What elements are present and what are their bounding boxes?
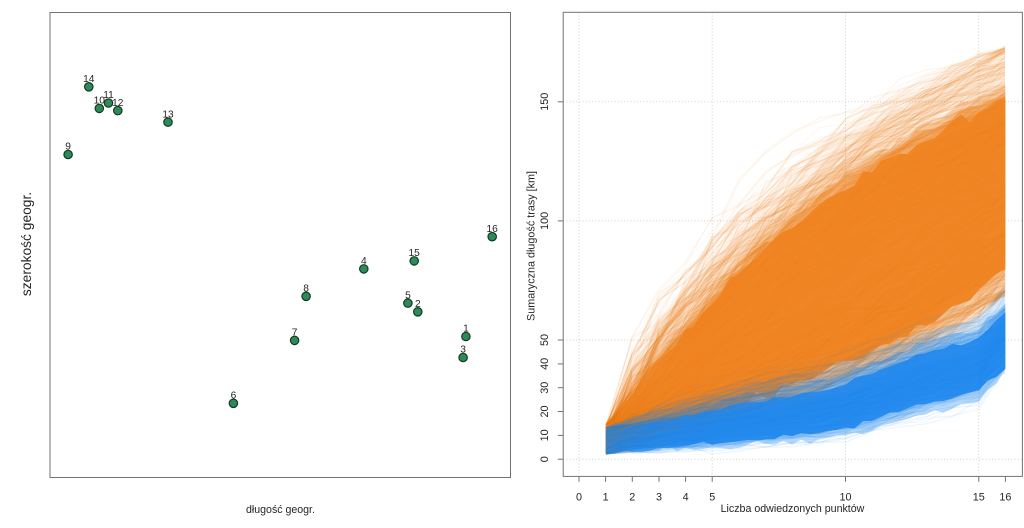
svg-text:3: 3	[460, 345, 466, 356]
svg-text:15: 15	[973, 491, 985, 503]
svg-text:10: 10	[839, 491, 851, 503]
svg-text:40: 40	[539, 358, 551, 370]
svg-text:10: 10	[539, 429, 551, 441]
svg-text:50: 50	[539, 334, 551, 346]
svg-text:1: 1	[463, 324, 469, 335]
svg-text:5: 5	[709, 491, 715, 503]
svg-text:12: 12	[112, 98, 124, 109]
svg-text:9: 9	[65, 142, 71, 153]
svg-text:150: 150	[539, 93, 551, 111]
svg-text:szerokość geogr.: szerokość geogr.	[19, 192, 34, 296]
svg-text:Sumaryczna długość trasy [km]: Sumaryczna długość trasy [km]	[526, 171, 538, 321]
svg-text:16: 16	[999, 491, 1011, 503]
svg-text:0: 0	[576, 491, 582, 503]
svg-text:6: 6	[231, 391, 237, 402]
svg-text:8: 8	[303, 284, 309, 295]
svg-text:1: 1	[603, 491, 609, 503]
svg-text:2: 2	[415, 299, 421, 310]
svg-text:5: 5	[405, 290, 411, 301]
svg-text:20: 20	[539, 405, 551, 417]
svg-text:10: 10	[94, 96, 106, 107]
svg-text:16: 16	[487, 224, 499, 235]
svg-text:4: 4	[683, 491, 689, 503]
svg-text:13: 13	[162, 109, 174, 120]
svg-text:długość geogr.: długość geogr.	[246, 504, 315, 516]
svg-text:4: 4	[361, 256, 367, 267]
svg-text:3: 3	[656, 491, 662, 503]
svg-text:15: 15	[409, 248, 421, 259]
svg-text:14: 14	[83, 74, 95, 85]
svg-text:0: 0	[539, 456, 551, 462]
svg-text:7: 7	[292, 328, 298, 339]
svg-text:11: 11	[103, 90, 114, 101]
svg-text:100: 100	[539, 212, 551, 230]
svg-text:Liczba odwiedzonych punktów: Liczba odwiedzonych punktów	[721, 503, 865, 515]
svg-text:2: 2	[629, 491, 635, 503]
svg-text:30: 30	[539, 382, 551, 394]
